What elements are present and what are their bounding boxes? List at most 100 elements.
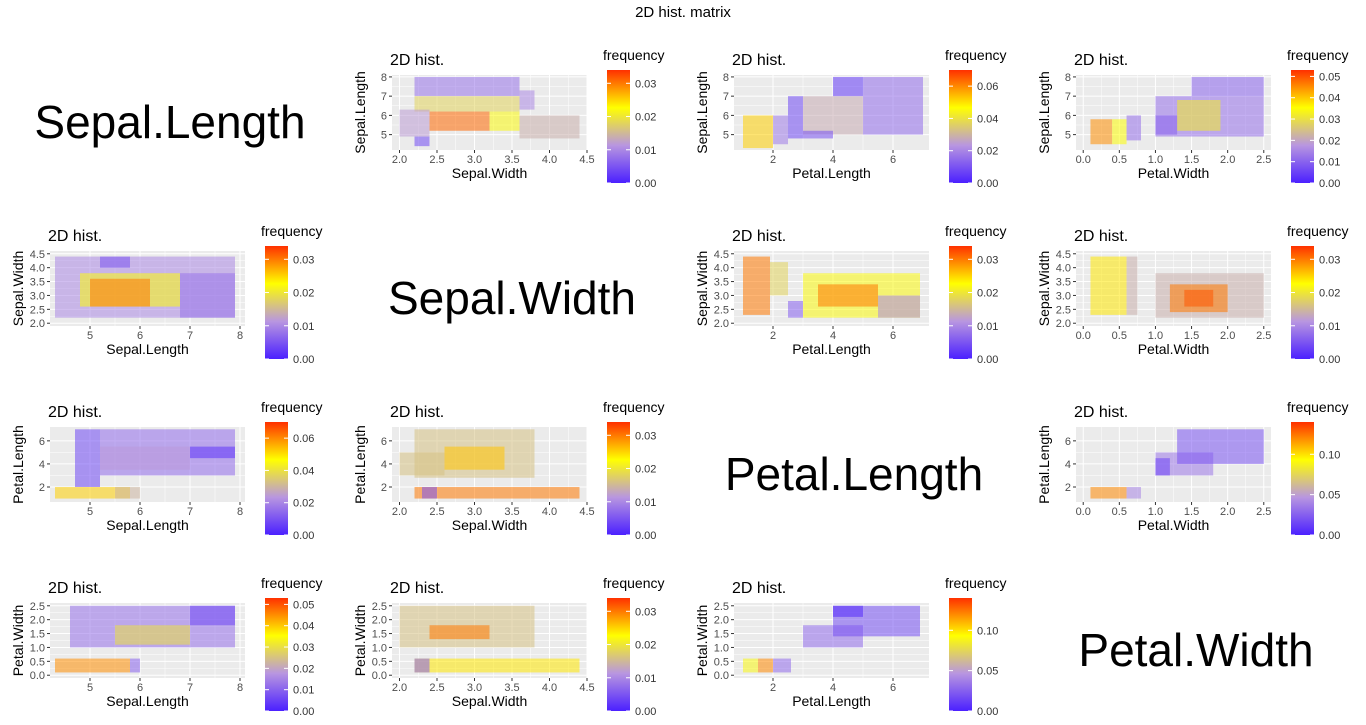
histogram-panel: 0.0 0.5 1.0 1.5 2.0 2.5 5 6 7 8 Petal.Width Sepal.L…	[1036, 47, 1348, 190]
legend-tick-label: 0.03	[977, 254, 998, 266]
legend-tick-label: 0.03	[1319, 114, 1340, 126]
diagonal-variable-label: Sepal.Length	[34, 96, 305, 148]
x-axis-label: Sepal.Length	[106, 693, 189, 709]
histogram-cell	[519, 115, 580, 139]
y-tick-label: 4.5	[714, 249, 729, 261]
legend-title: frequency	[1287, 399, 1348, 415]
histogram-cell	[743, 256, 770, 315]
panel-title: 2D hist.	[48, 404, 102, 421]
y-tick-label: 6	[39, 436, 45, 448]
histogram-cell	[1126, 115, 1141, 141]
x-tick-label: 2.5	[1256, 330, 1271, 342]
histogram-cell	[414, 658, 580, 673]
y-tick-label: 2.0	[1056, 318, 1071, 330]
histogram-cell	[758, 658, 773, 673]
histogram-cell	[75, 429, 100, 487]
x-tick-label: 2.0	[1220, 330, 1235, 342]
y-tick-label: 4	[381, 459, 387, 471]
y-tick-label: 2.0	[372, 615, 387, 627]
x-tick-label: 1.0	[1148, 154, 1163, 166]
legend-title: frequency	[945, 575, 1006, 591]
x-tick-label: 2	[770, 682, 776, 694]
y-tick-label: 8	[381, 72, 387, 84]
x-tick-label: 4.5	[579, 506, 594, 518]
legend-tick-label: 0.00	[1319, 178, 1340, 190]
legend-tick-label: 0.00	[635, 178, 656, 190]
diagonal-variable-label: Petal.Length	[725, 448, 983, 500]
x-tick-label: 1.0	[1148, 506, 1163, 518]
histogram-cell	[55, 487, 130, 499]
legend-tick-label: 0.00	[293, 706, 314, 718]
y-axis-label: Petal.Length	[1036, 425, 1052, 504]
y-tick-label: 0.0	[30, 670, 45, 682]
histogram-cell	[115, 625, 190, 645]
legend-colorbar	[1291, 422, 1314, 535]
x-tick-label: 2.0	[392, 506, 407, 518]
legend-tick-label: 0.00	[1319, 354, 1340, 366]
x-tick-label: 6	[137, 682, 143, 694]
histogram-cell	[833, 76, 863, 97]
histogram-cell	[519, 90, 535, 110]
panel-title: 2D hist.	[1074, 404, 1128, 421]
histogram-cell	[788, 96, 803, 139]
legend-colorbar	[265, 598, 288, 711]
histogram-cell	[788, 301, 803, 318]
x-tick-label: 5	[87, 682, 93, 694]
histogram-cell	[863, 76, 923, 135]
y-tick-label: 3.5	[30, 277, 45, 289]
y-axis-label: Petal.Length	[352, 425, 368, 504]
y-tick-label: 6	[381, 436, 387, 448]
y-tick-label: 1.0	[714, 642, 729, 654]
y-tick-label: 2.5	[714, 304, 729, 316]
histogram-cell	[1184, 289, 1214, 307]
x-tick-label: 2	[770, 154, 776, 166]
y-tick-label: 5	[381, 130, 387, 142]
legend-title: frequency	[603, 47, 664, 63]
x-axis-label: Sepal.Length	[106, 517, 189, 533]
x-axis-label: Sepal.Length	[106, 341, 189, 357]
x-tick-label: 3.0	[467, 682, 482, 694]
legend-tick-label: 0.03	[635, 606, 656, 618]
histogram-cell	[770, 262, 788, 296]
histogram-cell	[429, 625, 490, 640]
panel-title: 2D hist.	[390, 580, 444, 597]
x-tick-label: 0.0	[1076, 506, 1091, 518]
y-tick-label: 3.5	[714, 277, 729, 289]
legend-tick-label: 0.05	[977, 666, 998, 678]
x-tick-label: 2.0	[1220, 154, 1235, 166]
legend-tick-label: 0.05	[1319, 71, 1340, 83]
y-tick-label: 4.0	[30, 263, 45, 275]
legend-tick-label: 0.04	[293, 621, 314, 633]
y-tick-label: 5	[1065, 130, 1071, 142]
x-tick-label: 3.5	[504, 506, 519, 518]
x-tick-label: 3.5	[504, 682, 519, 694]
y-tick-label: 0.5	[714, 656, 729, 668]
x-tick-label: 2.0	[392, 682, 407, 694]
histogram-cell	[414, 487, 580, 499]
legend-title: frequency	[945, 47, 1006, 63]
panel-title: 2D hist.	[48, 228, 102, 245]
histogram-cell	[1177, 100, 1221, 131]
panel-title: 2D hist.	[48, 580, 102, 597]
x-axis-label: Petal.Width	[1138, 165, 1210, 181]
x-tick-label: 4.5	[579, 154, 594, 166]
y-tick-label: 4.0	[714, 263, 729, 275]
y-tick-label: 2	[1065, 482, 1071, 494]
x-tick-label: 4.0	[542, 154, 557, 166]
x-tick-label: 1.5	[1184, 154, 1199, 166]
y-axis-label: Petal.Width	[694, 605, 710, 677]
x-tick-label: 4.5	[579, 682, 594, 694]
x-tick-label: 2.5	[429, 154, 444, 166]
legend-tick-label: 0.03	[635, 78, 656, 90]
legend-title: frequency	[603, 399, 664, 415]
x-tick-label: 1.0	[1148, 330, 1163, 342]
x-axis-label: Petal.Length	[792, 165, 871, 181]
legend-colorbar	[607, 598, 630, 711]
x-tick-label: 4	[830, 682, 836, 694]
y-axis-label: Petal.Length	[10, 425, 26, 504]
legend-colorbar	[265, 422, 288, 535]
legend-tick-label: 0.03	[1319, 254, 1340, 266]
histogram-cell	[1090, 256, 1127, 315]
histogram-cell	[422, 487, 437, 499]
x-tick-label: 7	[187, 682, 193, 694]
